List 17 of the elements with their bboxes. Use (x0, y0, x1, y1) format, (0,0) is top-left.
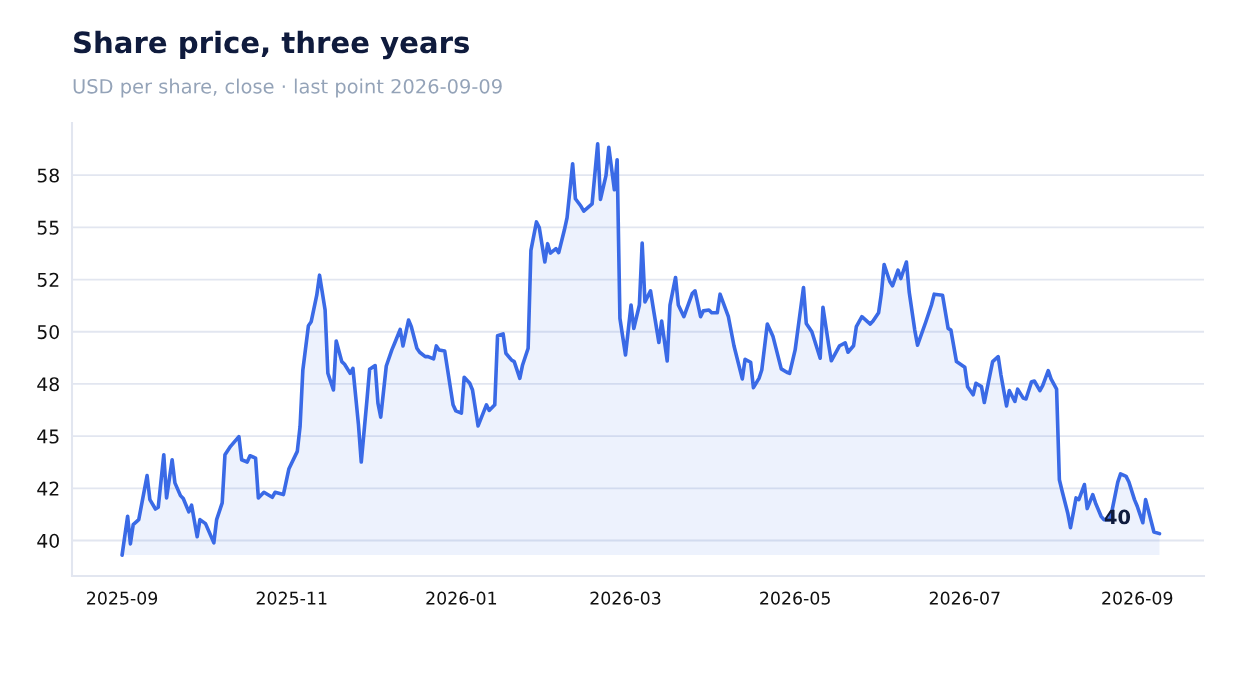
x-tick-label: 2026-03 (590, 591, 661, 605)
y-tick-label: 50 (37, 324, 59, 340)
y-tick-label: 55 (37, 220, 59, 235)
chart-subtitle: USD per share, close · last point 2026-09-09 (73, 78, 502, 98)
x-tick-label: 2026-09 (1102, 591, 1173, 605)
x-tick-label: 2026-01 (426, 591, 497, 605)
y-tick-label: 52 (37, 272, 59, 287)
x-tick-label: 2026-05 (760, 591, 830, 605)
x-tick-label: 2025-11 (256, 591, 327, 605)
y-tick-label: 48 (37, 377, 59, 392)
x-tick-label: 2026-07 (929, 591, 1000, 605)
x-tick-label: 2025-09 (87, 591, 158, 605)
y-tick-label: 40 (37, 533, 59, 548)
y-tick-label: 42 (37, 481, 59, 496)
y-tick-label: 45 (37, 429, 59, 444)
y-tick-label: 58 (37, 168, 59, 183)
chart-title: Share price, three years (74, 30, 469, 60)
